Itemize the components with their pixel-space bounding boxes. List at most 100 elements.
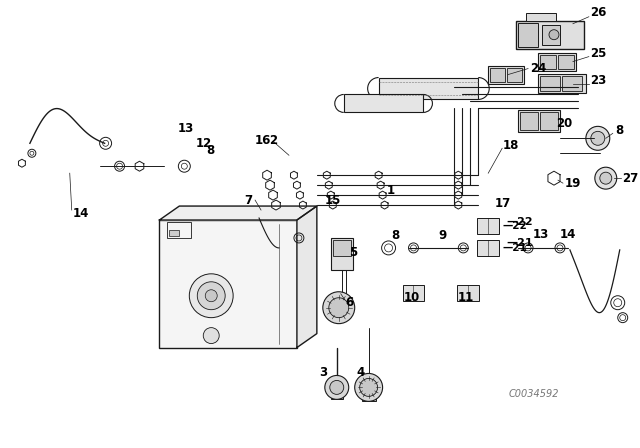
Bar xyxy=(477,240,499,256)
Text: 14: 14 xyxy=(560,228,577,241)
Polygon shape xyxy=(19,159,26,167)
Bar xyxy=(168,222,191,238)
Polygon shape xyxy=(300,201,307,209)
Polygon shape xyxy=(323,171,330,179)
Bar xyxy=(518,23,538,47)
Bar xyxy=(458,285,479,301)
Text: 13: 13 xyxy=(177,122,194,135)
Bar xyxy=(403,285,424,301)
Text: —21: —21 xyxy=(502,243,527,253)
Text: —21: —21 xyxy=(506,238,532,248)
Circle shape xyxy=(549,30,559,40)
Bar xyxy=(516,21,584,49)
Polygon shape xyxy=(375,171,382,179)
Text: 8: 8 xyxy=(206,144,214,157)
Text: 2: 2 xyxy=(269,134,277,147)
Text: 14: 14 xyxy=(73,207,89,220)
Text: 23: 23 xyxy=(590,74,606,87)
Circle shape xyxy=(325,375,349,399)
Circle shape xyxy=(323,292,355,323)
Bar xyxy=(331,388,343,399)
Bar xyxy=(333,240,351,256)
Polygon shape xyxy=(330,201,336,209)
Text: 12: 12 xyxy=(195,137,212,150)
Bar xyxy=(344,95,424,112)
Bar xyxy=(558,55,574,69)
Text: 3: 3 xyxy=(319,366,327,379)
Bar xyxy=(477,218,499,234)
Bar xyxy=(526,13,556,21)
Polygon shape xyxy=(455,181,462,189)
Polygon shape xyxy=(262,170,271,180)
Circle shape xyxy=(204,327,219,344)
Text: —22: —22 xyxy=(502,221,527,231)
Text: 26: 26 xyxy=(590,6,606,19)
Polygon shape xyxy=(266,180,275,190)
Text: 1: 1 xyxy=(387,184,395,197)
Text: 25: 25 xyxy=(590,47,606,60)
Bar xyxy=(538,73,586,94)
Circle shape xyxy=(197,282,225,310)
Circle shape xyxy=(205,290,217,302)
Bar xyxy=(540,76,560,91)
Bar xyxy=(170,230,179,236)
Bar xyxy=(540,112,558,130)
Bar xyxy=(379,78,478,99)
Bar xyxy=(490,68,505,82)
Text: 6: 6 xyxy=(346,296,354,309)
Polygon shape xyxy=(325,181,332,189)
Circle shape xyxy=(591,131,605,145)
Bar xyxy=(518,110,560,132)
Bar xyxy=(362,389,376,401)
Polygon shape xyxy=(377,181,384,189)
Text: 16: 16 xyxy=(255,134,271,147)
Text: 4: 4 xyxy=(356,366,365,379)
Polygon shape xyxy=(455,191,462,199)
Bar xyxy=(159,220,297,348)
Polygon shape xyxy=(379,191,386,199)
Polygon shape xyxy=(296,191,303,199)
Text: 24: 24 xyxy=(530,62,546,75)
Polygon shape xyxy=(297,206,317,348)
Polygon shape xyxy=(455,201,462,209)
Polygon shape xyxy=(327,191,334,199)
Polygon shape xyxy=(381,201,388,209)
Bar xyxy=(507,68,522,82)
Text: 5: 5 xyxy=(349,246,357,259)
Polygon shape xyxy=(271,200,280,210)
Text: 11: 11 xyxy=(458,291,474,304)
Circle shape xyxy=(595,167,617,189)
Circle shape xyxy=(329,298,349,318)
Polygon shape xyxy=(269,190,277,200)
Text: 13: 13 xyxy=(533,228,549,241)
Text: C0034592: C0034592 xyxy=(508,389,559,399)
Text: 8: 8 xyxy=(392,229,400,242)
Text: 18: 18 xyxy=(503,139,520,152)
Circle shape xyxy=(360,379,378,396)
Text: 7: 7 xyxy=(244,194,252,207)
Circle shape xyxy=(189,274,233,318)
Polygon shape xyxy=(159,206,317,220)
Polygon shape xyxy=(291,171,298,179)
Bar xyxy=(540,55,556,69)
Text: —22: —22 xyxy=(506,217,532,227)
Bar xyxy=(538,52,576,71)
Text: 27: 27 xyxy=(621,172,638,185)
Polygon shape xyxy=(294,181,300,189)
Text: 10: 10 xyxy=(404,291,420,304)
Text: 9: 9 xyxy=(438,229,447,242)
Polygon shape xyxy=(135,161,144,171)
Text: 8: 8 xyxy=(615,124,623,137)
Text: 17: 17 xyxy=(494,197,511,210)
Polygon shape xyxy=(455,171,462,179)
Circle shape xyxy=(355,374,383,401)
Circle shape xyxy=(600,172,612,184)
Text: 19: 19 xyxy=(565,177,581,190)
Text: 15: 15 xyxy=(325,194,341,207)
Bar xyxy=(542,25,560,45)
Bar xyxy=(562,76,582,91)
Bar xyxy=(488,65,524,83)
Bar xyxy=(331,238,353,270)
Polygon shape xyxy=(548,171,560,185)
Circle shape xyxy=(330,380,344,394)
